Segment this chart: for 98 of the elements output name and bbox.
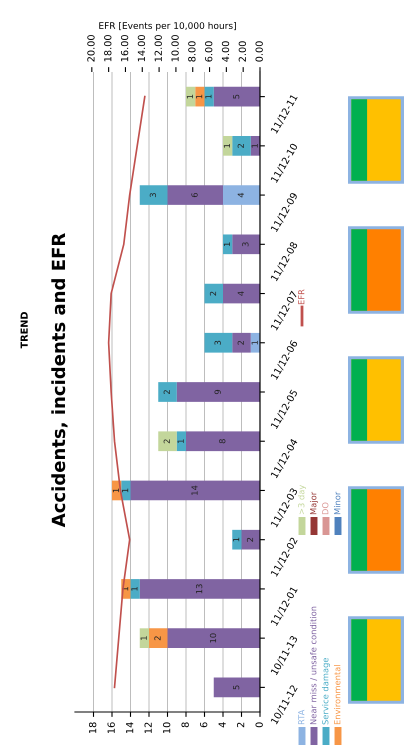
- bar: [158, 431, 177, 452]
- bar: [242, 530, 260, 550]
- data-label: 8: [219, 439, 226, 444]
- bar: [232, 332, 251, 353]
- data-label: 1: [252, 340, 258, 345]
- x2-tick-label: 10.00: [171, 35, 179, 62]
- x-tick-label: 6: [200, 722, 208, 728]
- data-label: 1: [224, 242, 230, 246]
- text: Accidents, incidents and EFR: [51, 233, 68, 528]
- x-tick-label: 2: [236, 722, 244, 728]
- bar: [140, 579, 260, 599]
- text: TREND: [20, 312, 28, 348]
- bar: [250, 332, 260, 353]
- data-label: 1: [140, 636, 147, 640]
- data-label: 3: [214, 340, 221, 345]
- x2-tick-label: 14.00: [138, 35, 146, 62]
- x2-tick-label: 0.00: [255, 41, 263, 62]
- bar: [223, 185, 260, 205]
- legend-label: DO: [322, 502, 328, 514]
- x-tick-label: 12: [144, 722, 152, 734]
- data-label: 2: [238, 340, 244, 345]
- x-tick-label: 18: [88, 722, 96, 734]
- x-tick-label: 8: [181, 722, 189, 728]
- data-label: 13: [196, 584, 202, 594]
- bar: [250, 136, 260, 156]
- bar: [176, 382, 260, 402]
- data-label: 2: [164, 390, 170, 394]
- x-tick-label: 14: [126, 722, 134, 734]
- bar: [176, 431, 186, 452]
- bar: [232, 136, 251, 156]
- data-label: 1: [178, 439, 184, 443]
- legend-label: Minor: [334, 492, 340, 514]
- text: EFR: [298, 289, 304, 304]
- bar: [121, 480, 130, 500]
- x-tick-label: 0: [255, 722, 263, 728]
- data-label: 6: [191, 192, 198, 198]
- bar: [158, 382, 177, 402]
- text: Environmental: [334, 665, 340, 724]
- text: Near miss / unsafe condition: [310, 606, 318, 724]
- data-label: 14: [191, 486, 198, 495]
- data-label: 10: [210, 633, 216, 643]
- bar: [232, 530, 242, 550]
- x2-tick-label: 8.00: [188, 41, 196, 62]
- data-label: 5: [233, 685, 240, 690]
- data-label: 2: [246, 538, 254, 542]
- x2-axis-title: EFR [Events per 10,000 hours]: [99, 22, 236, 31]
- data-label: 1: [131, 587, 138, 591]
- x2-tick-label: 2.00: [238, 41, 246, 62]
- x-tick-label: 4: [218, 722, 226, 728]
- data-label: 1: [224, 144, 230, 148]
- bar: [214, 678, 260, 698]
- bar: [223, 234, 232, 254]
- bar: [195, 86, 204, 106]
- data-label: 2: [154, 636, 161, 640]
- bar: [130, 579, 140, 599]
- bar: [130, 480, 260, 500]
- data-label: 2: [210, 292, 216, 296]
- data-label: 1: [112, 488, 119, 492]
- bar: [204, 332, 232, 353]
- bar: [214, 86, 260, 106]
- data-label: 1: [205, 94, 212, 98]
- data-label: 1: [186, 94, 193, 98]
- bar: [232, 234, 260, 254]
- x2-tick-label: 12.00: [154, 35, 162, 62]
- data-label: 1: [252, 144, 258, 148]
- bar: [140, 628, 149, 648]
- x2-tick-label: 20.00: [87, 35, 95, 62]
- legend-label: Major: [310, 492, 318, 514]
- text: Service damage: [322, 658, 330, 724]
- x-tick-label: 16: [107, 722, 115, 734]
- text: >3 day: [298, 484, 306, 514]
- bar: [204, 86, 214, 106]
- data-label: 1: [122, 488, 128, 492]
- data-label: 5: [233, 94, 240, 99]
- bar: [223, 136, 232, 156]
- bar: [168, 185, 223, 205]
- data-label: 3: [150, 193, 156, 198]
- data-label: 9: [214, 390, 221, 394]
- data-label: 3: [242, 242, 249, 246]
- data-label: 1: [196, 94, 202, 98]
- x2-tick-label: 18.00: [104, 35, 112, 62]
- text: RTA: [298, 710, 304, 724]
- bar: [204, 284, 223, 304]
- bar: [186, 86, 196, 106]
- data-label: 2: [164, 439, 170, 444]
- bar: [149, 628, 168, 648]
- x-tick-label: 10: [162, 722, 170, 734]
- data-label: 4: [238, 192, 244, 198]
- data-label: 1: [233, 538, 240, 542]
- x2-tick-label: 4.00: [222, 41, 230, 62]
- bar: [223, 284, 260, 304]
- bar: [168, 628, 260, 648]
- bar: [186, 431, 260, 452]
- data-label: 4: [238, 291, 244, 296]
- x2-tick-label: 6.00: [205, 41, 212, 62]
- data-label: 2: [238, 144, 244, 148]
- bar: [140, 185, 168, 205]
- x2-tick-label: 16.00: [120, 35, 128, 62]
